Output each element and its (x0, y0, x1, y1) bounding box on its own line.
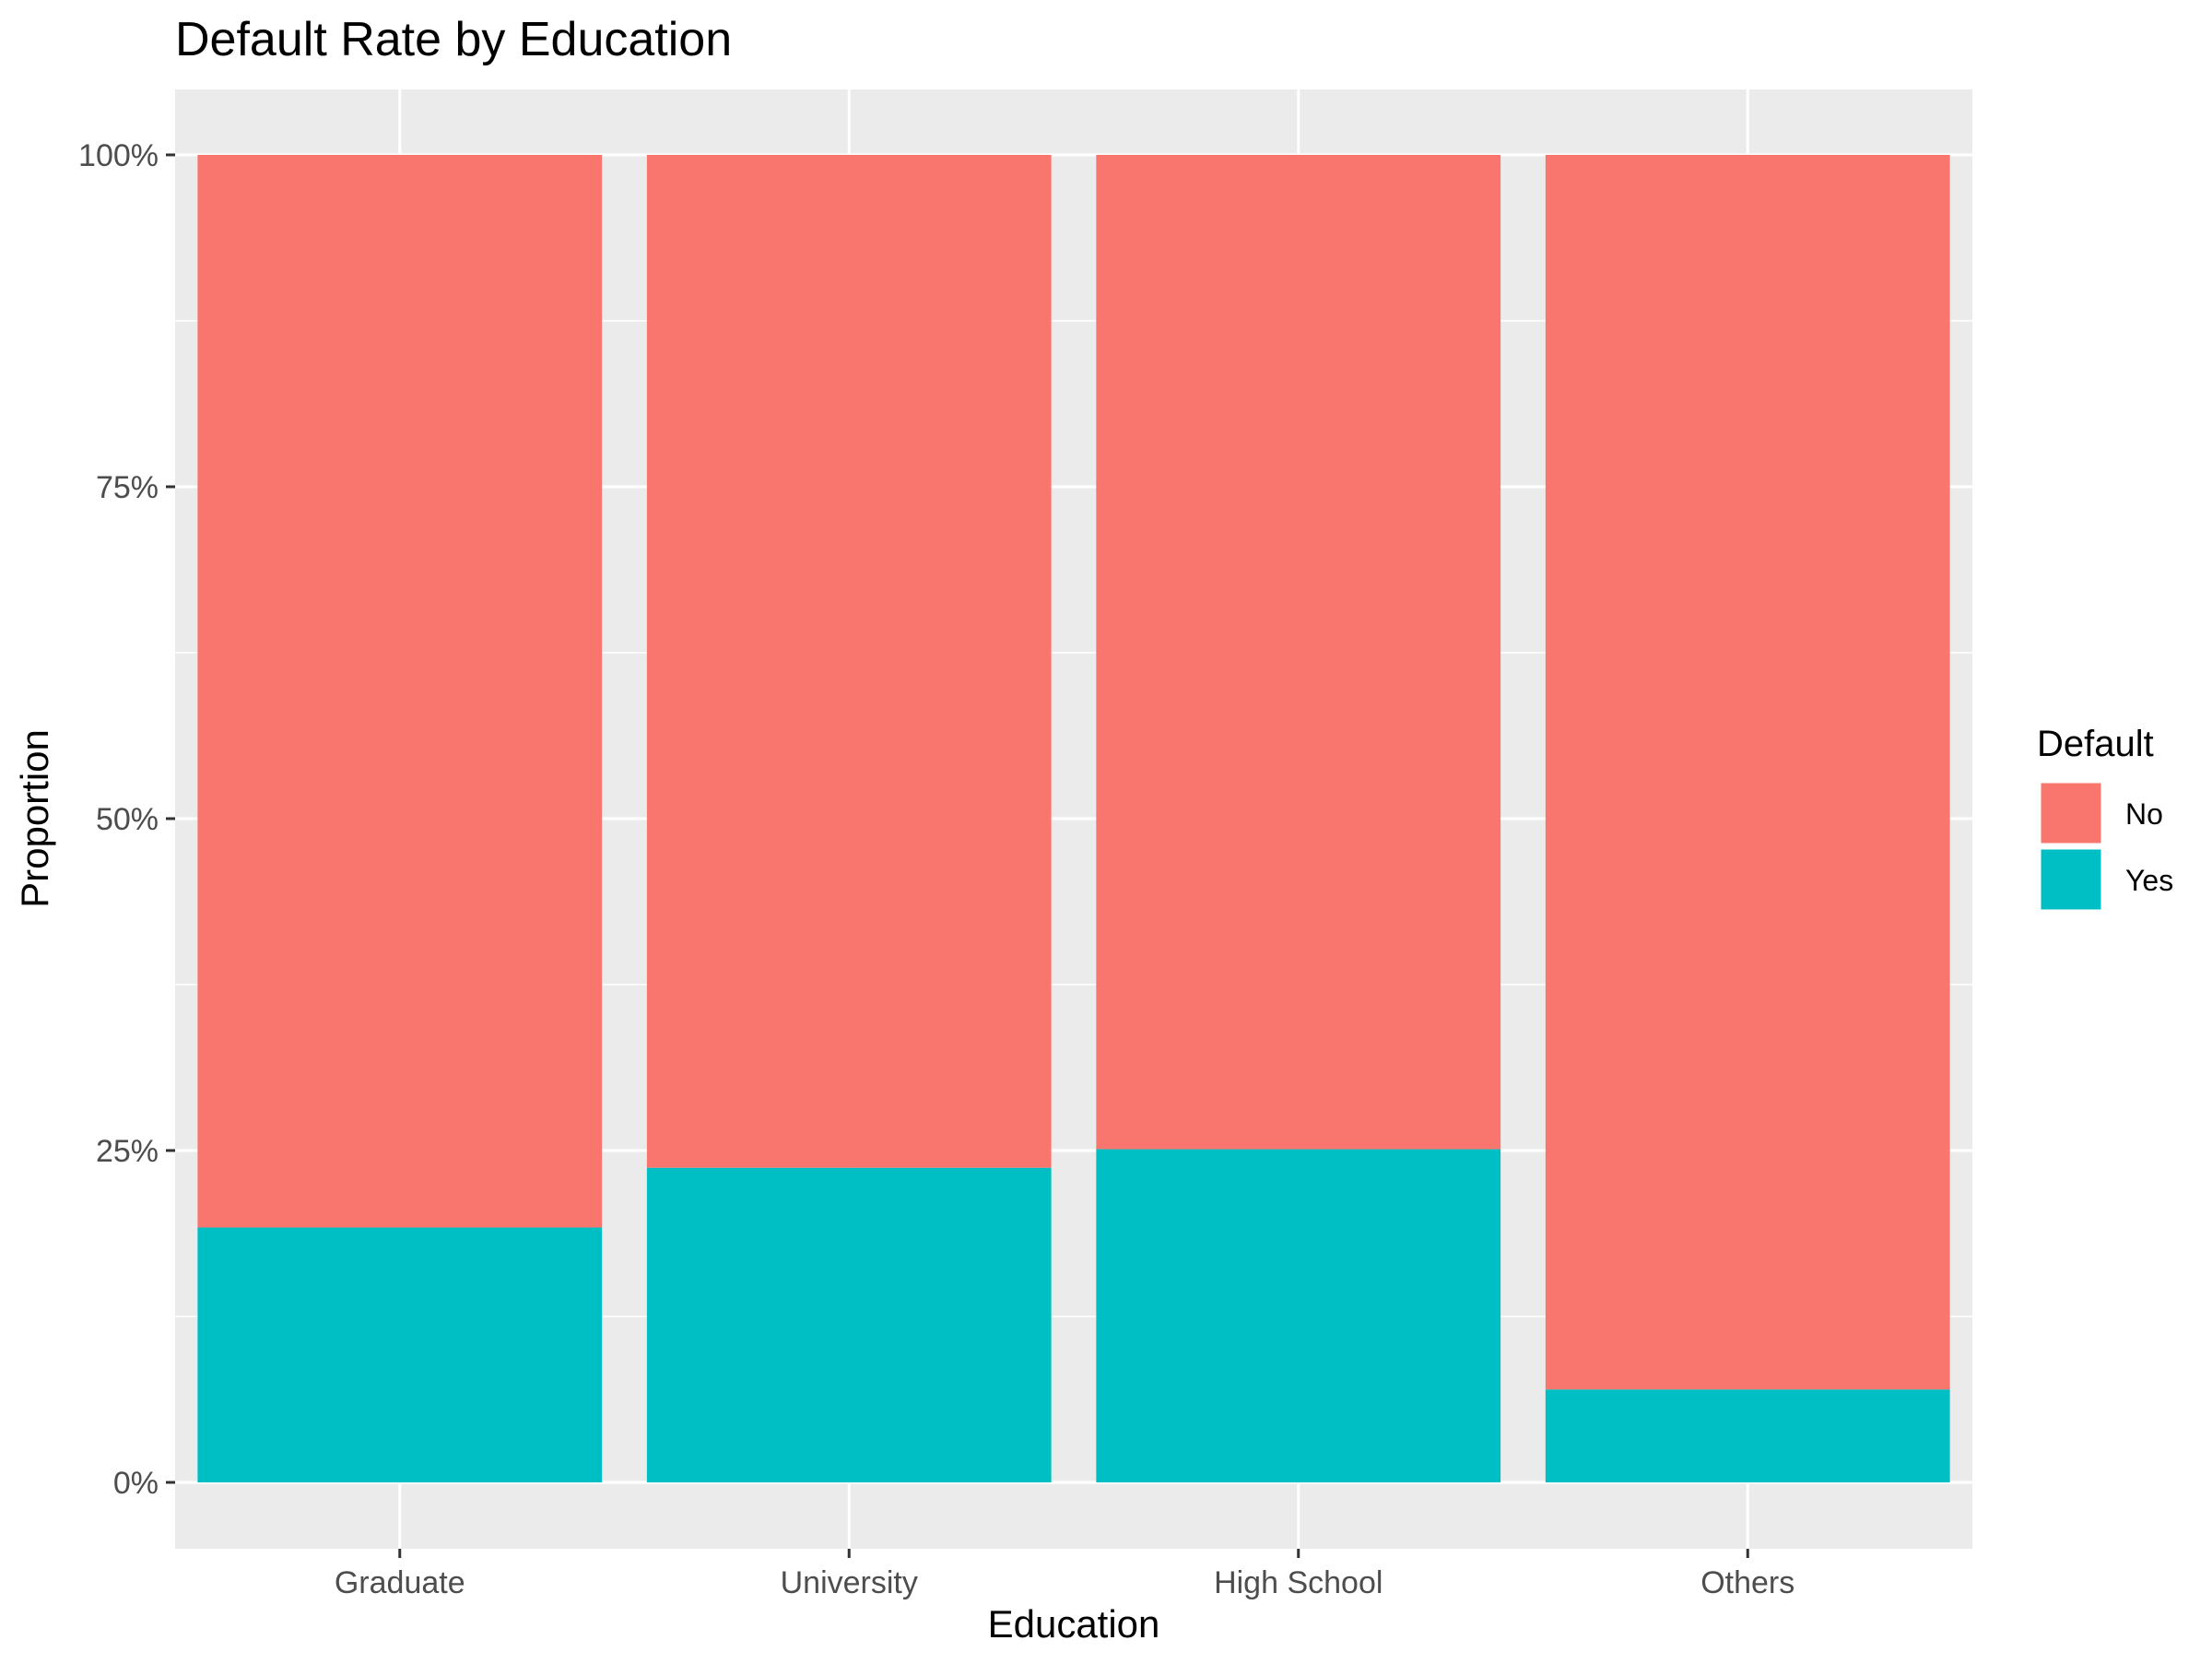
y-axis-title: Proportion (13, 729, 56, 908)
bar-high-school-yes (1096, 1149, 1501, 1482)
legend-label-no: No (2125, 797, 2163, 831)
x-tick-label: University (781, 1565, 918, 1600)
bar-university-no (646, 155, 1052, 1168)
y-tick-label: 100% (78, 138, 159, 173)
y-tick-label: 50% (96, 802, 159, 837)
bar-graduate-yes (197, 1227, 603, 1482)
x-tick-label: High School (1214, 1565, 1382, 1600)
legend-label-yes: Yes (2125, 864, 2173, 897)
x-tick-label: Graduate (335, 1565, 465, 1600)
legend: Default No Yes (2037, 724, 2173, 913)
y-tick-label: 0% (113, 1466, 159, 1501)
bar-graduate-no (197, 155, 603, 1228)
bar-university-yes (646, 1167, 1052, 1482)
legend-key-no (2038, 780, 2104, 846)
y-tick-label: 25% (96, 1134, 159, 1169)
y-tick-label: 75% (96, 470, 159, 505)
chart-title: Default Rate by Education (175, 13, 732, 66)
legend-key-yes (2038, 846, 2104, 913)
bar-others-no (1545, 155, 1950, 1390)
bar-high-school-no (1096, 155, 1501, 1150)
legend-title: Default (2037, 724, 2154, 764)
x-axis-title: Education (988, 1602, 1160, 1646)
bars (197, 155, 1950, 1482)
axes: 0% 25% 50% 75% 100% Graduate University High Sc… (78, 138, 1794, 1600)
bar-others-yes (1545, 1389, 1950, 1482)
x-tick-label: Others (1700, 1565, 1794, 1600)
